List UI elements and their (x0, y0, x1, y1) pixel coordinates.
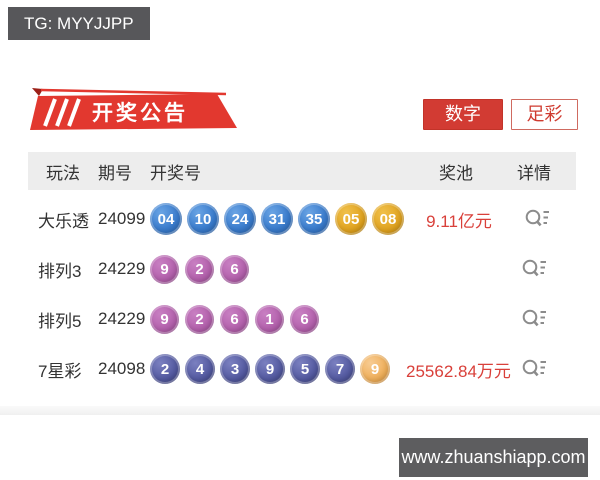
announcement-banner: 开奖公告 (26, 84, 250, 134)
category-tabs: 数字 足彩 (423, 99, 578, 130)
lottery-ball: 08 (372, 203, 404, 235)
lottery-ball: 6 (220, 304, 249, 334)
header-issue: 期号 (98, 163, 132, 183)
lottery-ball: 2 (185, 254, 214, 284)
lottery-ball: 6 (290, 304, 319, 334)
lottery-ball: 4 (185, 354, 215, 384)
lottery-ball: 04 (150, 203, 182, 235)
issue-number: 24229 (98, 259, 146, 278)
table-row: 大乐透 24099 04 10 24 31 35 05 08 9.11亿元 (28, 194, 576, 244)
detail-button[interactable] (521, 308, 548, 330)
lottery-ball: 3 (220, 354, 250, 384)
page-title: 开奖公告 (92, 102, 188, 125)
header-numbers: 开奖号 (150, 163, 201, 183)
magnifier-list-icon (525, 209, 549, 227)
game-name: 排列3 (38, 261, 82, 281)
tg-contact-badge: TG: MYYJJPP (8, 7, 150, 40)
prize-pool: 9.11亿元 (426, 211, 492, 231)
game-name: 7星彩 (38, 361, 82, 381)
magnifier-list-icon (522, 259, 546, 277)
header-pool: 奖池 (439, 163, 473, 183)
lottery-ball: 10 (187, 203, 219, 235)
detail-button[interactable] (521, 258, 548, 280)
prize-pool: 25562.84万元 (406, 361, 511, 381)
lottery-ball: 6 (220, 254, 249, 284)
results-table: 玩法 期号 开奖号 奖池 详情 大乐透 24099 04 10 24 31 35 05 08… (28, 152, 576, 394)
lottery-ball: 24 (224, 203, 256, 235)
header-game: 玩法 (46, 163, 80, 183)
game-name: 大乐透 (38, 211, 89, 231)
lottery-ball: 31 (261, 203, 293, 235)
issue-number: 24229 (98, 309, 146, 328)
lottery-ball: 05 (335, 203, 367, 235)
detail-button[interactable] (521, 358, 548, 380)
ribbon-graphic (30, 88, 237, 130)
lottery-ball: 9 (150, 304, 179, 334)
lottery-ball: 2 (150, 354, 180, 384)
table-header: 玩法 期号 开奖号 奖池 详情 (28, 152, 576, 190)
winning-numbers: 04 10 24 31 35 05 08 (150, 203, 409, 235)
game-name: 排列5 (38, 311, 82, 331)
lottery-ball: 35 (298, 203, 330, 235)
tab-digit-lottery[interactable]: 数字 (423, 99, 503, 130)
lottery-ball: 7 (325, 354, 355, 384)
issue-number: 24099 (98, 209, 146, 228)
lottery-ball: 9 (360, 354, 390, 384)
lottery-ball: 9 (150, 254, 179, 284)
lottery-ball: 2 (185, 304, 214, 334)
lottery-ball: 5 (290, 354, 320, 384)
tab-football-lottery[interactable]: 足彩 (511, 99, 578, 130)
lottery-ball: 9 (255, 354, 285, 384)
header-detail: 详情 (517, 163, 551, 183)
magnifier-list-icon (522, 309, 546, 327)
site-watermark-badge: www.zhuanshiapp.com (399, 438, 588, 477)
lottery-ball: 1 (255, 304, 284, 334)
content-edge-divider (0, 406, 600, 415)
detail-button[interactable] (524, 208, 551, 230)
table-body: 大乐透 24099 04 10 24 31 35 05 08 9.11亿元 排列3 2422… (28, 190, 576, 394)
issue-number: 24098 (98, 359, 146, 378)
magnifier-list-icon (522, 359, 546, 377)
